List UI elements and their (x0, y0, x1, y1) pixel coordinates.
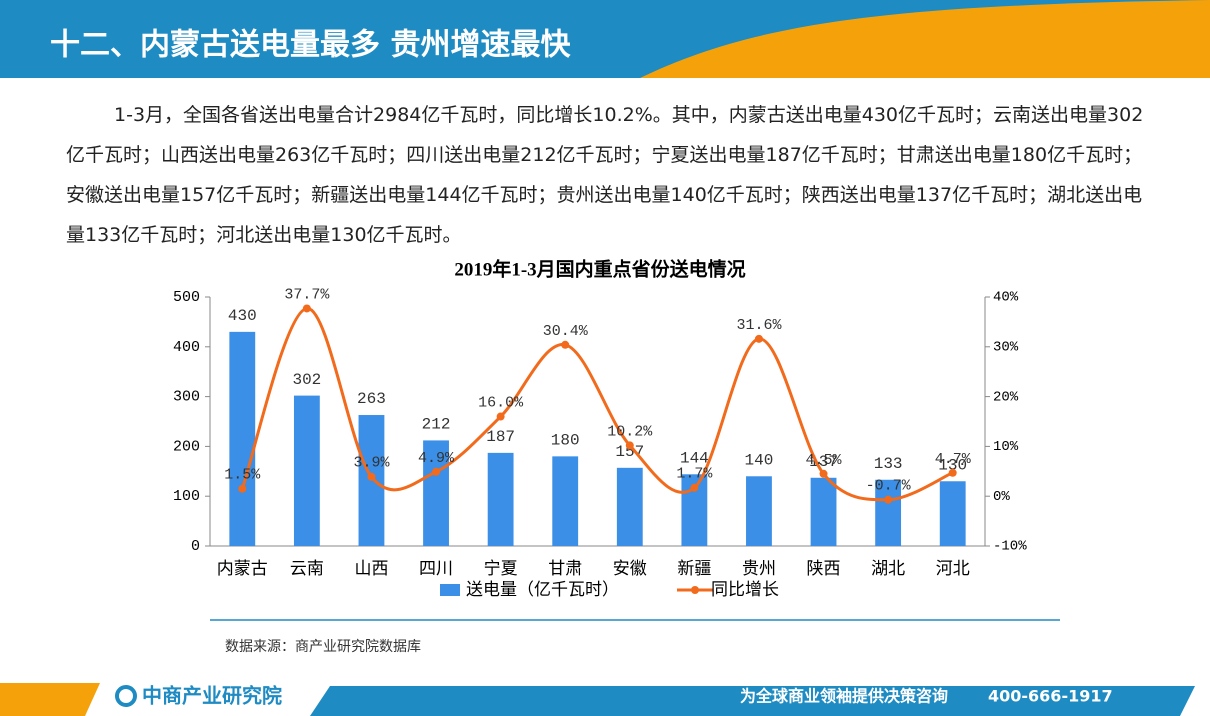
line-point (561, 340, 570, 349)
header-accent (640, 0, 1210, 78)
value-label: 4.7% (935, 451, 972, 468)
line-point (302, 304, 311, 313)
bar (875, 479, 902, 546)
bar (939, 481, 966, 546)
logo-text: 中商产业研究院 (142, 684, 282, 708)
x-tick-label: 湖北 (871, 559, 905, 579)
y2-tick-label: 30% (993, 340, 1019, 356)
legend-swatch (440, 584, 460, 596)
line-point (238, 484, 247, 493)
y2-tick-label: -10% (993, 539, 1027, 555)
y-tick-label: 300 (173, 389, 200, 406)
line-point (884, 495, 893, 504)
bar (746, 476, 772, 546)
y2-tick-label: 40% (993, 290, 1019, 306)
y-tick-label: 400 (173, 339, 200, 356)
value-label: 4.9% (418, 450, 455, 467)
x-tick-label: 贵州 (742, 559, 776, 579)
bar (487, 452, 514, 546)
value-label: 3.9% (353, 455, 390, 472)
value-label: 180 (551, 432, 580, 450)
logo-icon (115, 685, 137, 707)
x-tick-label: 陕西 (807, 559, 841, 579)
bar (423, 440, 449, 546)
x-tick-label: 宁夏 (484, 559, 518, 579)
page-title: 十二、内蒙古送电量最多 贵州增速最快 (50, 28, 571, 63)
legend-swatch (691, 586, 699, 594)
line-point (819, 469, 828, 478)
value-label: 37.7% (284, 286, 330, 303)
y2-tick-label: 0% (993, 489, 1010, 505)
value-label: 212 (422, 416, 451, 434)
chart-title: 2019年1-3月国内重点省份送电情况 (454, 257, 745, 280)
line-point (432, 467, 441, 476)
x-tick-label: 河北 (936, 559, 970, 579)
value-label: 144 (680, 450, 709, 468)
y-tick-label: 500 (173, 289, 200, 306)
legend-label: 送电量（亿千瓦时） (466, 580, 619, 600)
bar (293, 395, 320, 546)
x-tick-label: 四川 (419, 559, 453, 579)
x-tick-label: 新疆 (677, 559, 711, 579)
x-tick-label: 甘肃 (548, 559, 582, 579)
bar (616, 467, 643, 546)
y-tick-label: 0 (191, 538, 200, 555)
y-tick-label: 100 (173, 488, 200, 505)
value-label: -0.7% (866, 478, 912, 495)
line-point (948, 468, 957, 477)
value-label: 137 (809, 453, 838, 471)
slogan: 为全球商业领袖提供决策咨询 (740, 687, 948, 706)
line-point (625, 441, 634, 450)
value-label: 302 (292, 371, 321, 389)
bar (810, 477, 837, 546)
value-label: 4.5% (806, 452, 843, 469)
value-label: 30.4% (543, 323, 589, 340)
phone: 400-666-1917 (988, 687, 1113, 706)
value-label: 187 (486, 428, 515, 446)
line-point (367, 472, 376, 481)
value-label: 1.5% (224, 467, 261, 484)
value-label: 263 (357, 390, 386, 408)
line (240, 306, 954, 502)
x-tick-label: 云南 (290, 559, 324, 579)
value-label: 130 (938, 456, 967, 474)
x-tick-label: 内蒙古 (217, 559, 268, 579)
bar (229, 331, 256, 546)
value-label: 1.7% (676, 466, 713, 483)
legend-label: 同比增长 (711, 580, 779, 600)
value-label: 10.2% (607, 423, 653, 440)
y2-tick-label: 10% (993, 439, 1019, 455)
value-label: 430 (228, 307, 257, 325)
value-label: 133 (874, 455, 903, 473)
line-point (690, 483, 699, 492)
value-label: 140 (745, 451, 774, 469)
value-label: 157 (615, 443, 644, 461)
footer-band (310, 686, 1195, 716)
value-label: 31.6% (736, 317, 782, 334)
value-label: 16.0% (478, 394, 524, 411)
y-tick-label: 200 (173, 438, 200, 455)
x-tick-label: 山西 (354, 559, 388, 579)
footer-accent (0, 683, 100, 716)
paragraph: 1-3月，全国各省送出电量合计2984亿千瓦时，同比增长10.2%。其中，内蒙古… (66, 104, 1144, 246)
line-point (754, 334, 763, 343)
source: 数据来源：商产业研究院数据库 (225, 639, 421, 655)
line-point (496, 412, 505, 421)
x-tick-label: 安徽 (613, 559, 647, 579)
bar (552, 456, 579, 546)
y2-tick-label: 20% (993, 389, 1019, 405)
